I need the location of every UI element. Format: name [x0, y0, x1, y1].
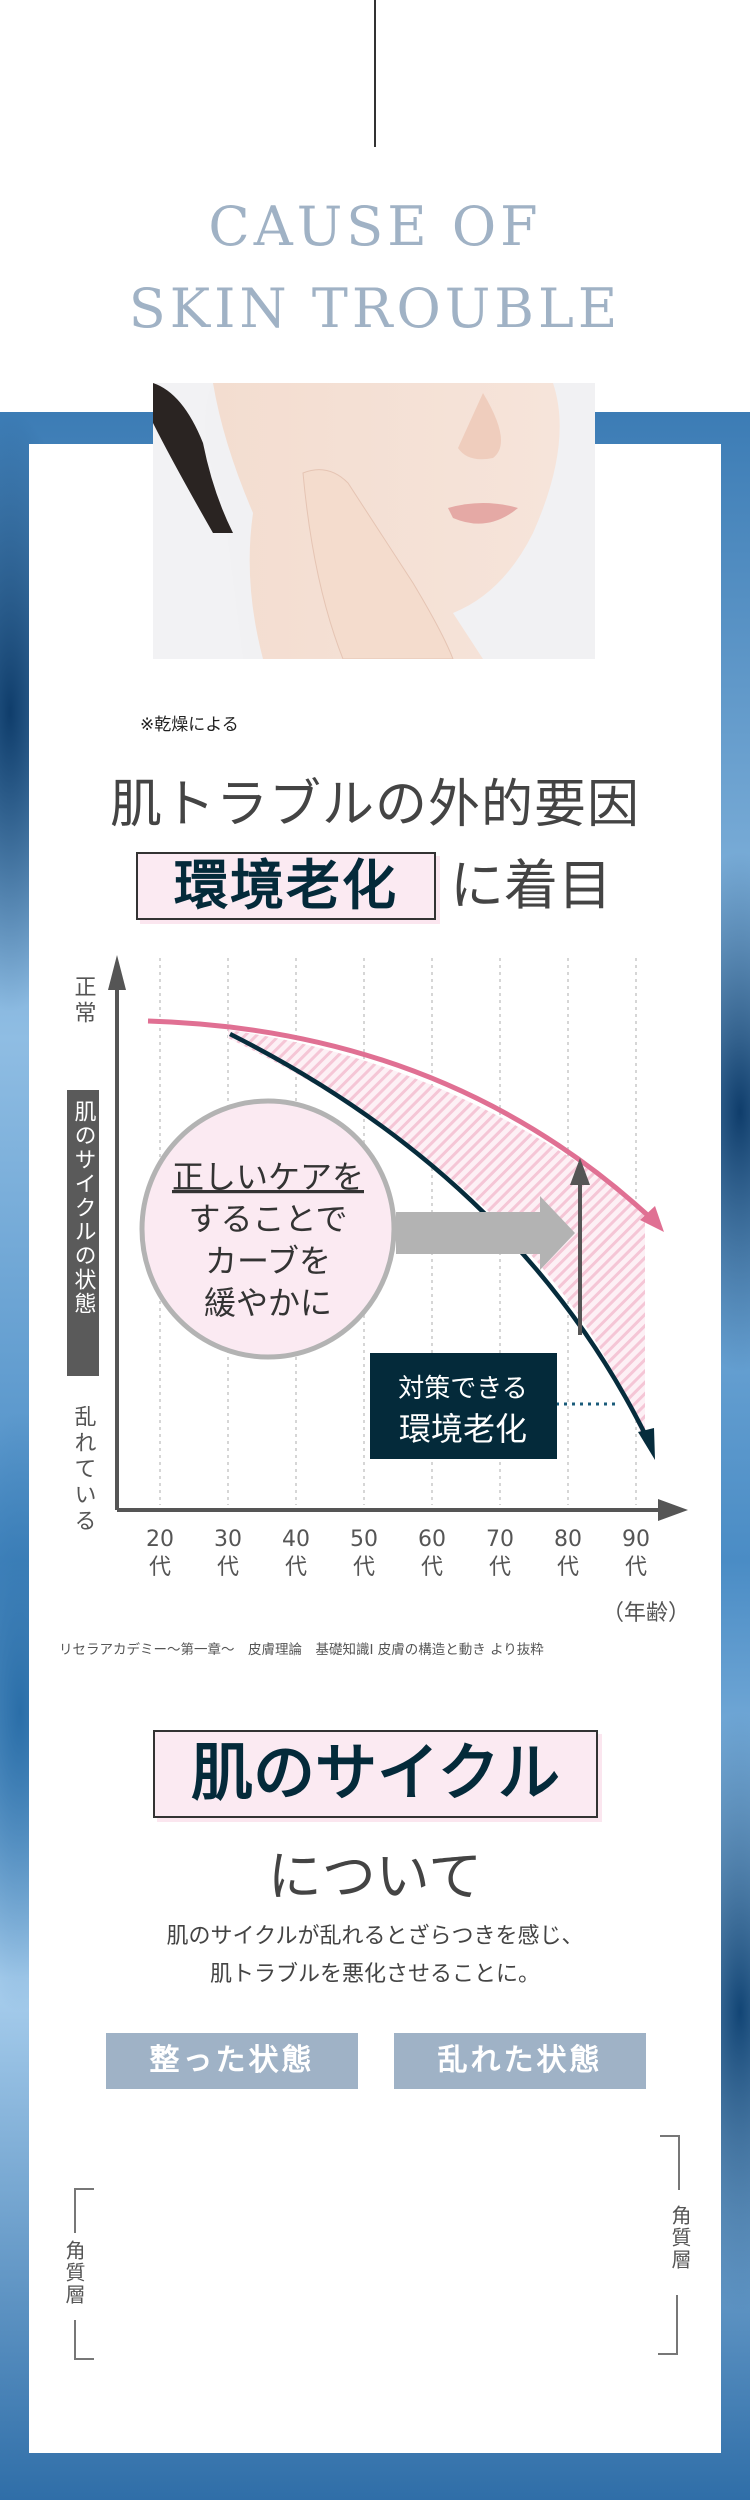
- x-tick-60: 60: [418, 1527, 446, 1552]
- bubble-line3: カーブを: [205, 1242, 331, 1280]
- actual-curve: [228, 1031, 651, 1441]
- tab-disturbed-state[interactable]: 乱れた状態: [394, 2033, 646, 2089]
- x-tick-80: 80: [554, 1527, 582, 1552]
- y-axis-label: 肌のサイクルの状態: [71, 1100, 97, 1316]
- source-citation: リセラアカデミー〜第一章〜 皮膚理論 基礎知識Ⅰ 皮膚の構造と動き より抜粋: [59, 1642, 544, 1658]
- x-tick-20: 20: [146, 1527, 174, 1552]
- x-tick-30-unit: 代: [217, 1555, 239, 1580]
- bubble-line2: することで: [188, 1200, 347, 1238]
- tab-normal-state[interactable]: 整った状態: [106, 2033, 358, 2089]
- left-bracket-bottom: [74, 2320, 94, 2360]
- gap-up-arrowhead: [570, 1158, 590, 1185]
- bubble-line1: 正しいケアを: [172, 1158, 364, 1196]
- y-top-label: 正常: [71, 975, 96, 1027]
- right-bracket-bottom: [658, 2295, 678, 2355]
- care-bubble: [139, 1098, 397, 1360]
- left-bracket-top: [74, 2188, 94, 2233]
- description-line2: 肌トラブルを悪化させることに。: [209, 1962, 540, 1987]
- right-bracket-top: [660, 2135, 680, 2190]
- x-tick-50: 50: [350, 1527, 378, 1552]
- actual-curve-arrowhead: [638, 1428, 655, 1460]
- x-tick-90-unit: 代: [625, 1555, 647, 1580]
- skin-cycle-description: 肌のサイクルが乱れるとざらつきを感じ、 肌トラブルを悪化させることに。: [0, 1918, 750, 1994]
- woman-touching-cheek-photo: [153, 383, 595, 659]
- ideal-curve: [147, 1018, 657, 1224]
- x-axis-arrowhead: [658, 1499, 688, 1521]
- skin-cycle-heading: 肌のサイクル: [153, 1730, 598, 1818]
- x-tick-90: 90: [622, 1527, 650, 1552]
- y-axis-arrowhead: [108, 955, 126, 990]
- x-tick-70-unit: 代: [489, 1555, 511, 1580]
- section-title-line1: CAUSE OF: [208, 195, 542, 258]
- left-layer-label: 角質層: [62, 2240, 86, 2306]
- x-tick-30: 30: [214, 1527, 242, 1552]
- x-tick-50-unit: 代: [353, 1555, 375, 1580]
- y-axis-label-box: [67, 1090, 99, 1376]
- bubble-line4: 緩やかに: [204, 1284, 332, 1322]
- y-bottom-label: 乱れている: [71, 1405, 97, 1535]
- callout-line1: 対策できる: [398, 1374, 527, 1404]
- heading-external-factors: 肌トラブルの外的要因: [109, 775, 640, 835]
- ideal-curve-arrowhead: [640, 1206, 664, 1232]
- highlight-environmental-aging: 環境老化: [136, 852, 436, 920]
- callout-line2: 環境老化: [399, 1410, 527, 1448]
- x-axis-label: （年齢）: [602, 1601, 690, 1626]
- description-line1: 肌のサイクルが乱れるとざらつきを感じ、: [166, 1924, 584, 1949]
- divider-line: [374, 0, 376, 147]
- footnote-dryness: ※乾燥による: [140, 715, 239, 735]
- section-title-line2: SKIN TROUBLE: [128, 277, 622, 340]
- x-tick-40-unit: 代: [285, 1555, 307, 1580]
- skin-cycle-aging-diagram: 対策できる 環境老化 正しいケアを することで カーブを 緩やかに 正常 肌のサ…: [67, 955, 690, 1626]
- right-layer-label: 角質層: [668, 2205, 692, 2271]
- improvement-arrow: [396, 1196, 575, 1270]
- x-tick-20-unit: 代: [149, 1555, 171, 1580]
- callout-box: [370, 1353, 557, 1459]
- x-tick-80-unit: 代: [557, 1555, 579, 1580]
- skin-cycle-subheading: について: [267, 1845, 483, 1908]
- x-tick-40: 40: [282, 1527, 310, 1552]
- x-tick-60-unit: 代: [421, 1555, 443, 1580]
- heading-focus-suffix: に着目: [450, 854, 612, 917]
- x-tick-70: 70: [486, 1527, 514, 1552]
